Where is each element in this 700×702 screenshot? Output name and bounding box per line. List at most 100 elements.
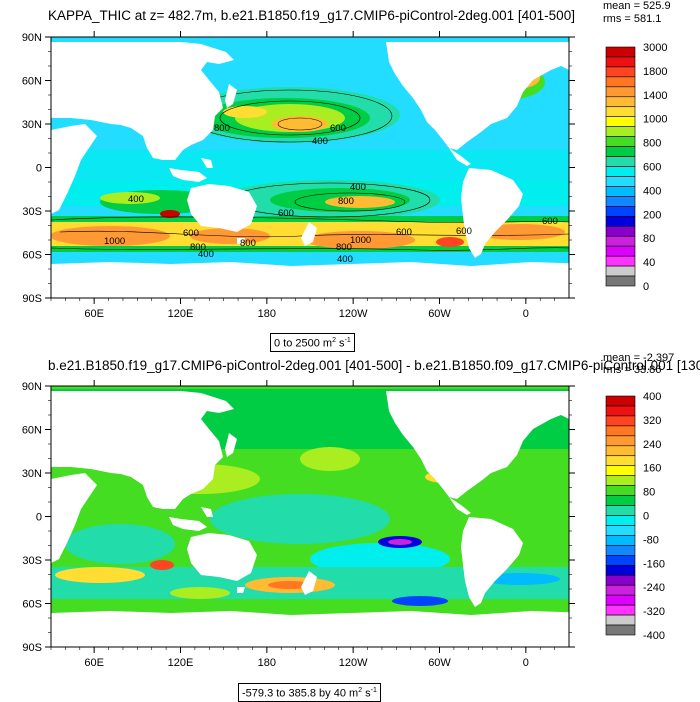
bottom-range-unit: s bbox=[362, 687, 371, 700]
top-contour-labels: 800 400 600 400 800 600 400 600 1000 800… bbox=[104, 123, 558, 265]
colorbar-label: 80 bbox=[643, 487, 655, 499]
colorbar-swatch bbox=[605, 495, 636, 506]
y-tick-label: 90S bbox=[22, 642, 42, 654]
colorbar-swatch bbox=[605, 604, 636, 616]
top-range-sup: 2 bbox=[332, 337, 336, 344]
contour-label: 800 bbox=[240, 238, 256, 249]
contour-label: 800 bbox=[338, 196, 354, 207]
colorbar-swatch bbox=[605, 275, 636, 287]
colorbar-swatch bbox=[605, 535, 636, 546]
colorbar-swatch bbox=[605, 475, 636, 486]
colorbar-swatch bbox=[605, 235, 636, 247]
colorbar-label: 400 bbox=[643, 185, 661, 197]
colorbar-swatch bbox=[605, 505, 636, 516]
y-tick-label: 0 bbox=[36, 512, 42, 524]
colorbar-swatch bbox=[605, 265, 636, 277]
colorbar-label: -80 bbox=[643, 534, 659, 546]
colorbar-swatch bbox=[605, 206, 636, 217]
colorbar-swatch bbox=[605, 96, 636, 108]
contour-label: 600 bbox=[396, 227, 412, 238]
y-tick-label: 60N bbox=[22, 425, 42, 437]
bottom-axis-ticks: 60E 120E 180 120W 60W 0 90N 60N 30N 0 30S 60S 90S bbox=[22, 380, 575, 669]
x-tick-label: 60E bbox=[84, 657, 104, 669]
colorbar-label: -160 bbox=[643, 558, 665, 570]
contour-label: 800 bbox=[190, 242, 206, 253]
colorbar-label: 240 bbox=[643, 439, 661, 451]
colorbar-label: 0 bbox=[643, 511, 649, 523]
colorbar-swatch bbox=[605, 425, 636, 437]
colorbar-swatch bbox=[605, 594, 636, 606]
x-tick-label: 120E bbox=[168, 308, 194, 320]
colorbar-label: 1800 bbox=[643, 66, 667, 78]
colorbar-swatch bbox=[605, 624, 636, 636]
colorbar-label: 400 bbox=[643, 391, 661, 403]
y-tick-label: 60N bbox=[22, 76, 42, 88]
colorbar-swatch bbox=[605, 196, 636, 207]
contour-label: 600 bbox=[183, 228, 199, 239]
colorbar-swatch bbox=[605, 445, 636, 457]
colorbar-swatch bbox=[605, 574, 636, 586]
colorbar-swatch bbox=[605, 126, 636, 137]
colorbar-label: 40 bbox=[643, 257, 655, 269]
y-tick-label: 30N bbox=[22, 119, 42, 131]
y-tick-label: 0 bbox=[36, 163, 42, 175]
y-tick-label: 60S bbox=[22, 599, 42, 611]
colorbar-swatch bbox=[605, 525, 636, 536]
colorbar-swatch bbox=[605, 76, 636, 88]
colorbar-swatch bbox=[605, 485, 636, 496]
colorbar-label: 320 bbox=[643, 415, 661, 427]
colorbar-swatch bbox=[605, 455, 636, 467]
colorbar-swatch bbox=[605, 405, 636, 417]
x-tick-label: 180 bbox=[258, 308, 276, 320]
y-tick-label: 90N bbox=[22, 32, 42, 44]
colorbar-label: -240 bbox=[643, 582, 665, 594]
x-tick-label: 60W bbox=[428, 308, 451, 320]
top-range-unit: s bbox=[336, 337, 345, 350]
colorbar-swatch bbox=[605, 225, 636, 237]
colorbar-label: 1000 bbox=[643, 114, 667, 126]
contour-label: 400 bbox=[198, 249, 214, 260]
colorbar-swatch bbox=[605, 435, 636, 447]
contour-label: 400 bbox=[350, 182, 366, 193]
colorbar-swatch bbox=[605, 255, 636, 267]
colorbar-swatch bbox=[605, 564, 636, 576]
colorbar-swatch bbox=[605, 46, 636, 58]
x-tick-label: 60E bbox=[84, 308, 104, 320]
top-range-sup2: -1 bbox=[344, 337, 351, 344]
bottom-rms: rms = 33.86 bbox=[603, 364, 661, 376]
colorbar-label: 80 bbox=[643, 233, 655, 245]
colorbar-swatch bbox=[605, 245, 636, 257]
colorbar-swatch bbox=[605, 465, 636, 476]
contour-label: 1000 bbox=[104, 236, 125, 247]
x-tick-label: 120W bbox=[339, 308, 368, 320]
y-tick-label: 30N bbox=[22, 468, 42, 480]
colorbar-swatch bbox=[605, 614, 636, 626]
bottom-map bbox=[51, 386, 569, 647]
x-tick-label: 120E bbox=[168, 657, 194, 669]
colorbar-label: 1400 bbox=[643, 90, 667, 102]
bottom-range-text: -579.3 to 385.8 by 40 m bbox=[242, 687, 359, 700]
y-tick-label: 30S bbox=[22, 555, 42, 567]
colorbar-swatch bbox=[605, 176, 636, 187]
contour-label: 400 bbox=[128, 194, 144, 205]
x-tick-label: 120W bbox=[339, 657, 368, 669]
x-tick-label: 0 bbox=[523, 308, 529, 320]
colorbar-swatch bbox=[605, 415, 636, 427]
colorbar-swatch bbox=[605, 215, 636, 227]
top-rms: rms = 581.1 bbox=[603, 13, 661, 25]
colorbar-swatch bbox=[605, 545, 636, 556]
y-tick-label: 30S bbox=[22, 206, 42, 218]
y-tick-label: 60S bbox=[22, 250, 42, 262]
bottom-range-box: -579.3 to 385.8 by 40 m2 s-1 bbox=[238, 683, 381, 702]
y-tick-label: 90S bbox=[22, 293, 42, 305]
colorbar-swatch bbox=[605, 106, 636, 118]
colorbar-label: 800 bbox=[643, 138, 661, 150]
colorbar-label: 200 bbox=[643, 209, 661, 221]
x-tick-label: 180 bbox=[258, 657, 276, 669]
contour-label: 800 bbox=[336, 242, 352, 253]
colorbar-swatch bbox=[605, 156, 636, 167]
top-map: 800 400 600 400 800 600 400 600 1000 800… bbox=[51, 37, 569, 298]
top-title: KAPPA_THIC at z= 482.7m, b.e21.B1850.f19… bbox=[48, 8, 575, 23]
